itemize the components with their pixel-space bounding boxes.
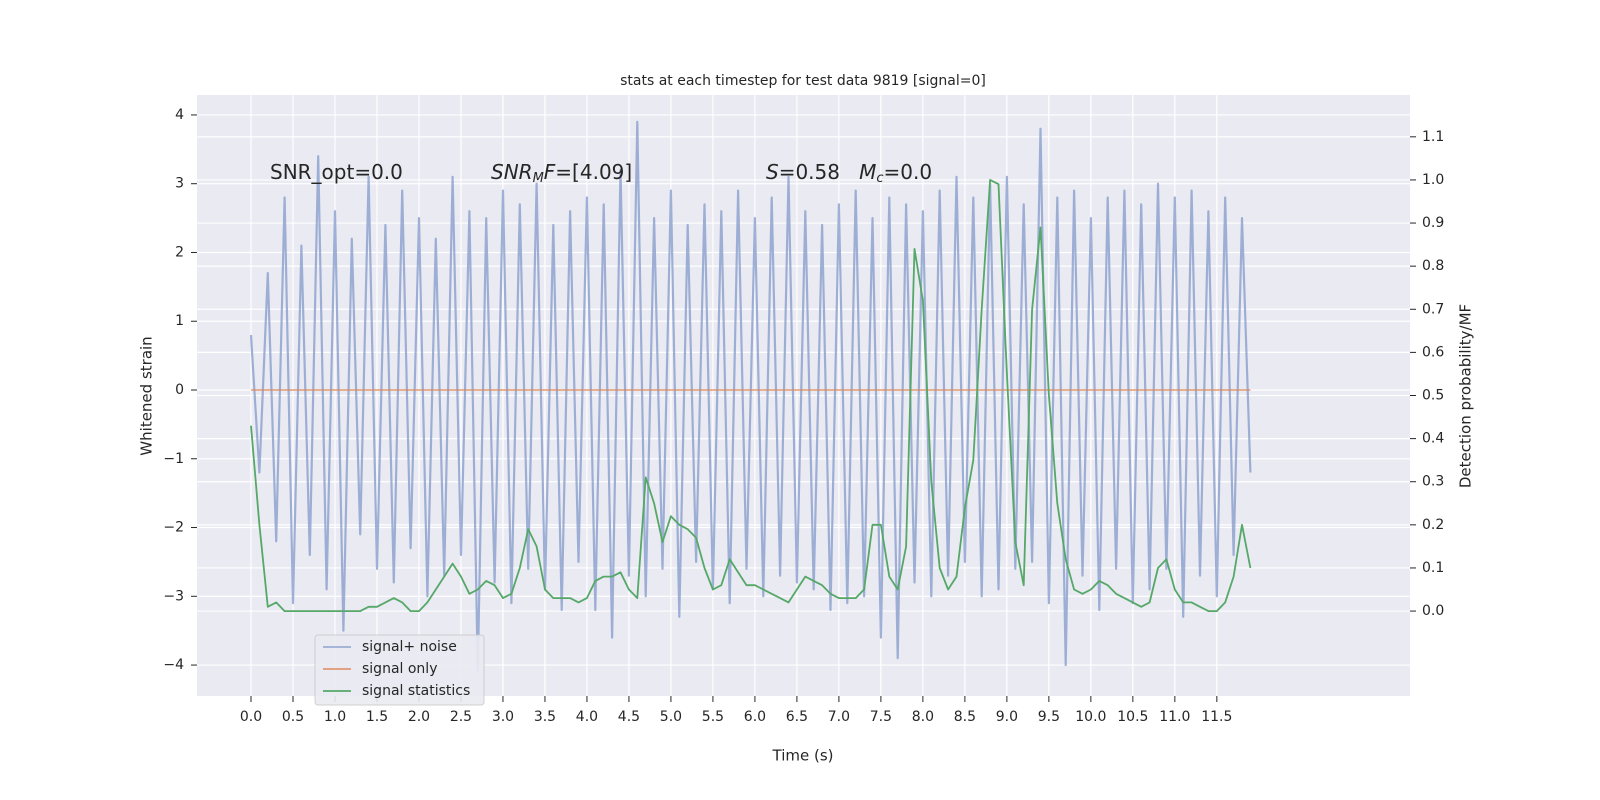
x-tick-label: 8.0 [912,709,934,725]
y2-tick-label: 0.3 [1422,474,1444,490]
x-tick-label: 5.0 [660,709,682,725]
annotation: S=0.58 Mc=0.0 [766,160,932,186]
y2-tick-label: 0.1 [1422,560,1444,576]
x-tick-label: 0.0 [240,709,262,725]
y-tick-label: 0 [175,382,184,398]
y2-tick-label: 1.1 [1422,129,1444,145]
legend-label: signal statistics [362,683,470,699]
x-tick-label: 2.0 [408,709,430,725]
y-tick-label: 3 [175,176,184,192]
y2-tick-label: 0.0 [1422,603,1444,619]
annotation-part: F [544,160,556,184]
x-tick-label: 7.0 [828,709,850,725]
y2-tick-label: 0.2 [1422,517,1444,533]
y-tick-label: 4 [175,107,184,123]
y2-tick-label: 0.8 [1422,258,1444,274]
y2-tick-label: 1.0 [1422,172,1444,188]
x-tick-label: 1.0 [324,709,346,725]
x-tick-label: 11.0 [1159,709,1190,725]
x-tick-label: 9.0 [996,709,1018,725]
y-tick-label: −1 [163,451,184,467]
x-tick-label: 2.5 [450,709,472,725]
x-tick-label: 3.5 [534,709,556,725]
series-line [250,179,1252,612]
x-tick-label: 9.5 [1038,709,1060,725]
x-tick-label: 1.5 [366,709,388,725]
x-tick-label: 11.5 [1201,709,1232,725]
x-tick-label: 6.0 [744,709,766,725]
x-axis-label: Time (s) [772,747,834,765]
y2-tick-label: 0.6 [1422,344,1444,360]
y-tick-label: 1 [175,313,184,329]
y2-tick-label: 0.4 [1422,431,1444,447]
y2-tick-label: 0.5 [1422,388,1444,404]
legend-box [314,634,485,706]
chart-title: stats at each timestep for test data 981… [620,73,986,89]
labels: 0.0 0.5 1.0 1.5 2.0 2.5 3.0 3.5 4.0 4.5 5.0 5.5 6.0 6… [163,107,1444,725]
x-tick-label: 6.5 [786,709,808,725]
legend-label: signal+ noise [362,639,457,655]
y2-tick-label: 0.7 [1422,301,1444,317]
annotation: SNRMF=[4.09] [491,160,632,186]
x-tick-label: 10.5 [1117,709,1148,725]
annotation-part: M [533,171,544,186]
x-tick-label: 4.0 [576,709,598,725]
annotation: SNR_opt=0.0 [270,160,403,184]
annotation-part: c [876,171,883,186]
x-tick-label: 3.0 [492,709,514,725]
annotation-part: SNR_opt=0.0 [270,160,403,184]
y2-tick-label: 0.9 [1422,215,1444,231]
y-tick-label: −3 [163,588,184,604]
x-tick-label: 0.5 [282,709,304,725]
marks [249,120,1252,673]
x-tick-label: 7.5 [870,709,892,725]
x-tick-label: 8.5 [954,709,976,725]
y-axis-label: Whitened strain [138,336,156,455]
annotation-part: =0.0 [884,160,933,184]
x-tick-label: 5.5 [702,709,724,725]
x-tick-label: 10.0 [1075,709,1106,725]
annotation-part: =[4.09] [555,160,632,184]
annotation-part: M [859,160,876,184]
x-tick-label: 4.5 [618,709,640,725]
series-line [249,120,1252,673]
annotation-part: =0.58 [779,160,859,184]
annotation-part: SNR [491,160,533,184]
y-tick-label: −4 [163,657,184,673]
y-tick-label: −2 [163,520,184,536]
y-tick-label: 2 [175,244,184,260]
legend-label: signal only [362,661,437,677]
legend: signal+ noise signal only signal statistic… [314,634,485,706]
annotation-part: S [766,160,779,184]
y2-axis-label: Detection probability/MF [1457,304,1475,488]
